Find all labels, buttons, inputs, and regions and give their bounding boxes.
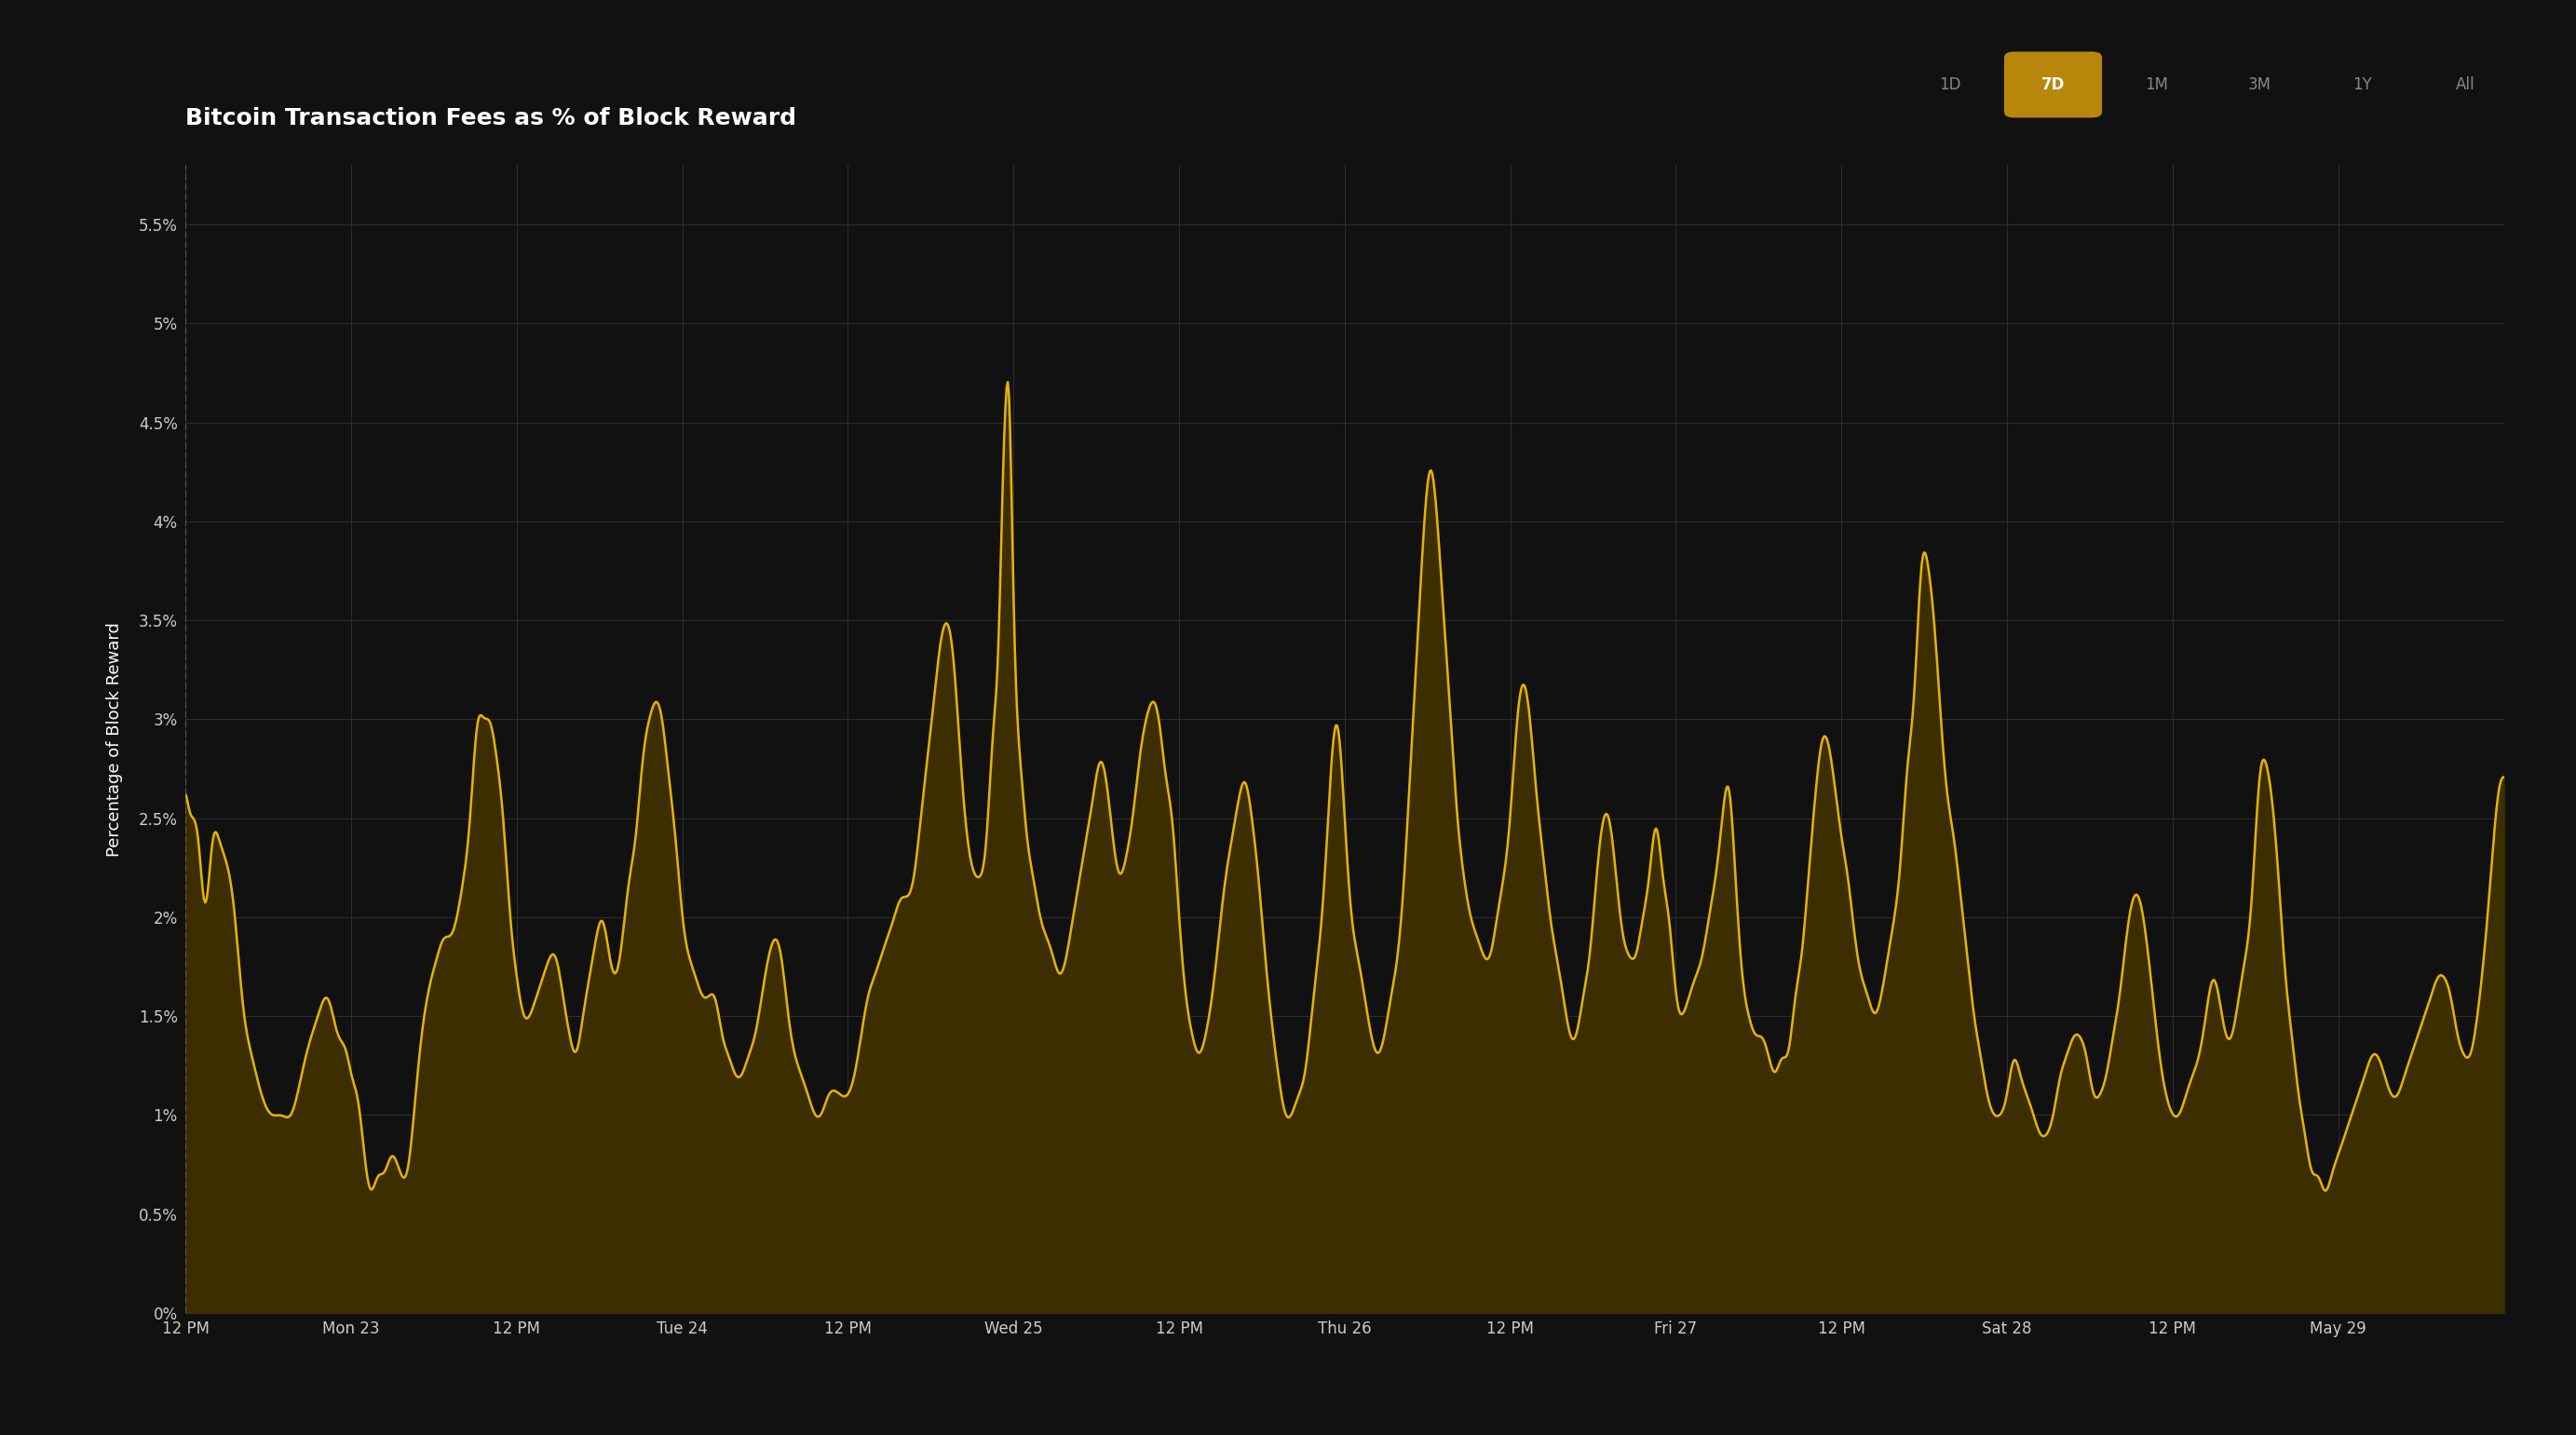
Text: 1Y: 1Y — [2352, 76, 2372, 93]
Text: All: All — [2455, 76, 2476, 93]
Text: 1M: 1M — [2143, 76, 2169, 93]
Text: 7D: 7D — [2040, 76, 2066, 93]
Y-axis label: Percentage of Block Reward: Percentage of Block Reward — [106, 621, 124, 857]
Text: Bitcoin Transaction Fees as % of Block Reward: Bitcoin Transaction Fees as % of Block R… — [185, 106, 796, 129]
Text: 3M: 3M — [2246, 76, 2272, 93]
Text: 1D: 1D — [1940, 76, 1960, 93]
